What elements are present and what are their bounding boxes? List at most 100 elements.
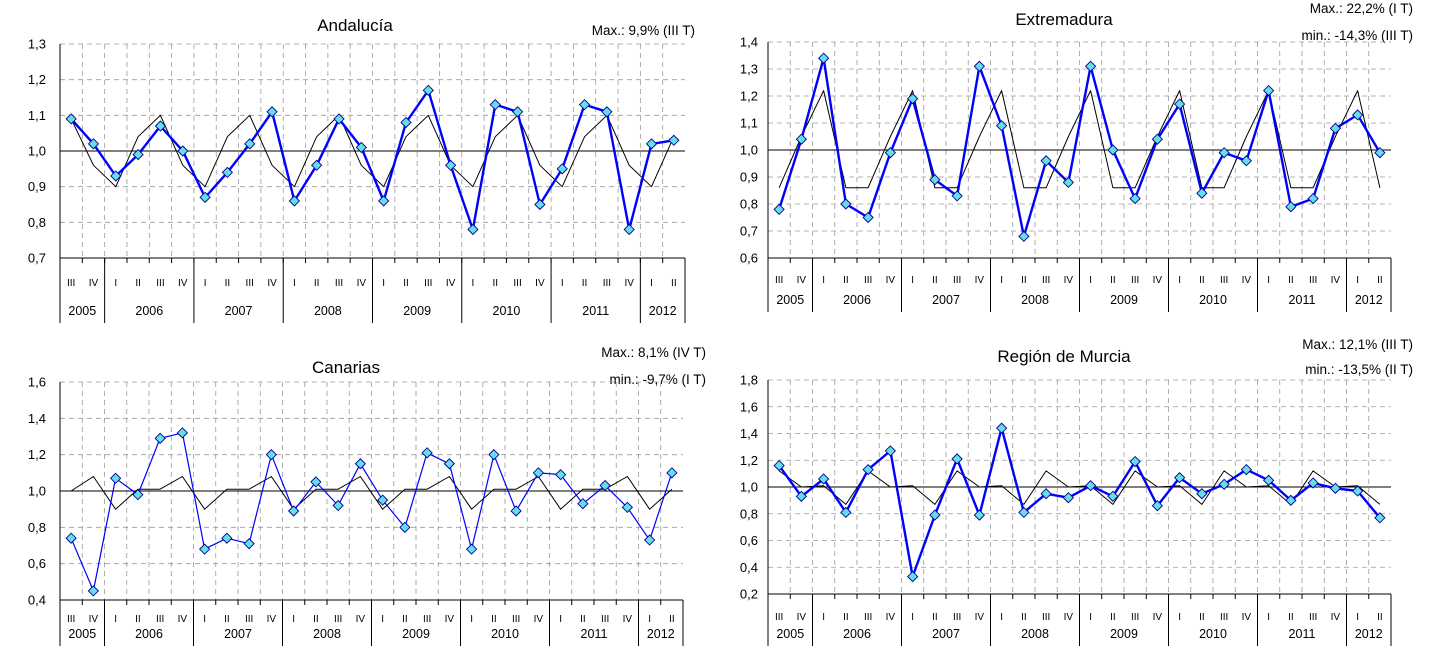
quarter-label: III xyxy=(775,612,783,623)
quarter-label: II xyxy=(1288,275,1294,286)
series-line-main xyxy=(777,57,1381,238)
quarter-label: I xyxy=(293,278,296,289)
quarter-label: I xyxy=(381,614,384,625)
quarter-label: IV xyxy=(178,614,188,625)
quarter-label: III xyxy=(156,278,164,289)
quarter-label: I xyxy=(1178,612,1181,623)
data-point-marker xyxy=(929,509,941,521)
quarter-label: II xyxy=(225,278,231,289)
y-tick-label: 1,0 xyxy=(28,144,46,159)
quarter-label: I xyxy=(472,278,475,289)
data-point-marker xyxy=(1040,155,1052,167)
quarter-label: III xyxy=(601,614,609,625)
quarter-label: IV xyxy=(535,278,545,289)
quarter-label: I xyxy=(559,614,562,625)
year-label: 2008 xyxy=(313,627,341,641)
quarter-label: IV xyxy=(89,614,99,625)
data-point-marker xyxy=(265,449,278,461)
quarter-label: III xyxy=(1220,275,1228,286)
quarter-label: IV xyxy=(1153,275,1163,286)
data-point-marker xyxy=(773,203,785,216)
quarter-label: I xyxy=(1267,612,1270,623)
year-label: 2005 xyxy=(68,304,96,318)
y-tick-label: 0,9 xyxy=(28,179,46,194)
data-point-marker xyxy=(1084,60,1097,72)
data-point-marker xyxy=(773,459,785,472)
data-point-marker xyxy=(511,106,524,118)
data-point-marker xyxy=(817,473,830,485)
quarter-label: III xyxy=(864,275,872,286)
quarter-label: I xyxy=(911,275,914,286)
quarter-label: I xyxy=(1089,612,1092,623)
quarter-label: II xyxy=(671,278,677,289)
data-point-marker xyxy=(577,498,589,510)
y-tick-label: 1,1 xyxy=(28,108,46,123)
y-tick-label: 0,2 xyxy=(740,587,758,602)
data-point-marker xyxy=(666,467,678,479)
year-label: 2011 xyxy=(1289,293,1316,307)
data-point-marker xyxy=(244,138,256,150)
data-point-marker xyxy=(645,138,658,150)
chart-title: Andalucía xyxy=(317,16,393,35)
data-point-marker xyxy=(578,98,591,111)
year-label: 2006 xyxy=(135,627,163,641)
y-tick-label: 1,2 xyxy=(740,89,758,104)
quarter-label: IV xyxy=(446,278,456,289)
data-point-marker xyxy=(1018,230,1030,243)
data-point-marker xyxy=(1329,122,1342,135)
y-tick-label: 1,4 xyxy=(740,426,758,441)
quarter-label: I xyxy=(561,278,564,289)
quarter-label: IV xyxy=(886,612,896,623)
quarter-label: IV xyxy=(1331,612,1341,623)
data-point-marker xyxy=(1374,147,1386,159)
data-point-marker xyxy=(311,159,323,171)
quarter-label: II xyxy=(313,614,319,625)
data-point-marker xyxy=(243,538,255,550)
data-point-marker xyxy=(87,585,100,597)
quarter-label: IV xyxy=(1331,275,1341,286)
quarter-label: I xyxy=(1089,275,1092,286)
year-label: 2006 xyxy=(843,627,871,641)
quarter-label: IV xyxy=(1153,612,1163,623)
year-label: 2009 xyxy=(1110,627,1138,641)
data-point-marker xyxy=(621,501,634,513)
data-point-marker xyxy=(109,472,122,484)
data-point-marker xyxy=(287,505,300,517)
data-point-marker xyxy=(817,52,830,64)
quarter-label: III xyxy=(334,614,342,625)
quarter-label: II xyxy=(1110,275,1116,286)
data-point-marker xyxy=(1240,463,1253,476)
quarter-label: III xyxy=(246,278,254,289)
max-note: Max.: 9,9% (III T) xyxy=(592,23,695,38)
data-point-marker xyxy=(532,467,545,479)
max-note: Max.: 12,1% (III T) xyxy=(1302,337,1413,352)
y-tick-label: 0,8 xyxy=(740,506,758,521)
data-point-marker xyxy=(601,106,613,118)
quarter-label: IV xyxy=(1064,275,1074,286)
data-point-marker xyxy=(1084,480,1097,492)
series-line-trend xyxy=(70,476,673,510)
quarter-label: IV xyxy=(1242,275,1252,286)
max-note: Max.: 22,2% (I T) xyxy=(1310,1,1413,16)
data-point-marker xyxy=(1351,109,1364,121)
quarter-label: I xyxy=(470,614,473,625)
data-point-marker xyxy=(376,494,389,506)
data-point-marker xyxy=(132,148,144,161)
data-point-marker xyxy=(443,458,456,470)
max-note: Max.: 8,1% (IV T) xyxy=(601,345,706,360)
data-point-marker xyxy=(1129,455,1141,468)
data-point-marker xyxy=(1173,98,1186,110)
quarter-label: IV xyxy=(624,278,634,289)
year-label: 2008 xyxy=(1021,293,1049,307)
quarter-label: I xyxy=(382,278,385,289)
data-point-marker xyxy=(623,223,635,236)
data-point-marker xyxy=(1062,492,1075,504)
year-label: 2008 xyxy=(314,304,342,318)
quarter-label: II xyxy=(135,614,141,625)
data-point-marker xyxy=(929,174,941,186)
quarter-label: II xyxy=(1021,612,1027,623)
quarter-label: II xyxy=(314,278,320,289)
quarter-label: III xyxy=(1042,275,1050,286)
quarter-label: III xyxy=(953,275,961,286)
data-point-marker xyxy=(355,141,367,154)
